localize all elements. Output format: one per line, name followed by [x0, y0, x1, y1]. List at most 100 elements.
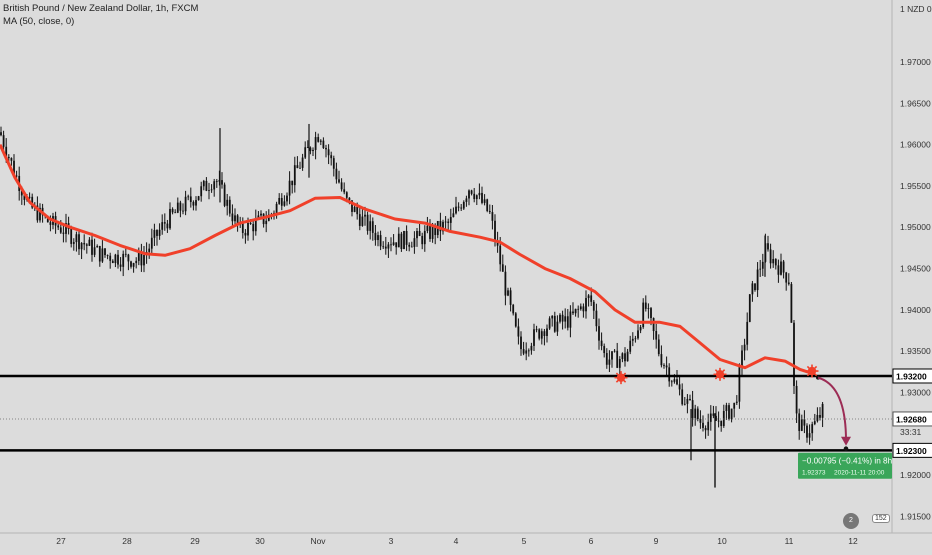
candle-body: [257, 215, 260, 219]
candle-body: [124, 253, 127, 255]
candle-body: [709, 413, 712, 422]
candle-body: [106, 255, 109, 256]
candle-body: [460, 207, 463, 209]
x-tick-label: 27: [56, 536, 66, 546]
axis-unit-label: 1 NZD 0: [900, 4, 932, 14]
candle-body: [717, 420, 720, 422]
candle-body: [777, 265, 780, 275]
candle-body: [182, 210, 184, 212]
candle-body: [548, 318, 551, 329]
candle-body: [538, 329, 541, 339]
candle-body: [639, 327, 642, 331]
candle-body: [616, 350, 619, 368]
candle-body: [782, 261, 785, 273]
candle-body: [530, 345, 533, 351]
candle-body: [634, 338, 637, 340]
candle-body: [36, 205, 39, 221]
notification-badge[interactable]: 152: [872, 514, 890, 523]
candle-body: [338, 179, 340, 183]
candle-body: [600, 340, 603, 347]
candle-body: [23, 195, 26, 200]
candle-body: [543, 331, 546, 336]
candle-body: [335, 168, 338, 180]
candle-body: [213, 181, 216, 190]
candle-body: [345, 192, 348, 198]
signal-marker-ray: [811, 365, 818, 372]
candle-body: [509, 290, 512, 305]
candle-body: [702, 422, 704, 428]
candle-body: [618, 359, 621, 368]
candle-body: [631, 338, 634, 341]
candle-body: [608, 359, 611, 365]
candle-body: [0, 132, 2, 136]
candle-body: [626, 351, 629, 362]
candle-body: [527, 350, 530, 352]
x-tick-label: 28: [122, 536, 132, 546]
candle-body: [301, 157, 304, 168]
candle-body: [374, 232, 377, 241]
candle-body: [665, 365, 668, 368]
candle-body: [741, 350, 743, 367]
candle-body: [104, 248, 106, 256]
candle-body: [642, 302, 645, 328]
candle-body: [613, 350, 616, 352]
candle-body: [735, 401, 738, 403]
candle-body: [442, 221, 444, 232]
candle-body: [501, 264, 504, 272]
candle-body: [561, 314, 564, 322]
candle-body: [397, 233, 400, 248]
y-tick-label: 1.91500: [900, 511, 931, 521]
candle-body: [592, 301, 595, 311]
candle-body: [434, 226, 437, 236]
candle-body: [49, 222, 52, 225]
candle-body: [2, 135, 5, 147]
candle-body: [205, 180, 208, 191]
candle-body: [686, 398, 689, 404]
candle-body: [184, 196, 187, 212]
candle-body: [226, 199, 229, 206]
x-tick-label: 30: [255, 536, 265, 546]
candle-body: [148, 248, 151, 252]
candle-body: [15, 175, 18, 177]
candle-body: [59, 227, 62, 233]
candle-body: [681, 389, 684, 405]
x-tick-label: 12: [848, 536, 858, 546]
candle-body: [382, 246, 385, 248]
candle-body: [582, 306, 585, 312]
candle-body: [751, 283, 754, 295]
candle-body: [322, 140, 325, 148]
current-price-label: 1.92680: [896, 414, 927, 424]
candle-body: [392, 242, 395, 245]
candle-body: [314, 137, 317, 150]
candle-body: [774, 258, 777, 266]
candle-body: [517, 326, 520, 337]
candle-body: [587, 295, 590, 299]
candle-body: [577, 308, 580, 310]
candle-body: [234, 215, 236, 222]
indicator-legend: MA (50, close, 0): [3, 16, 75, 27]
candle-body: [119, 264, 122, 267]
candle-body: [426, 225, 429, 231]
candle-body: [694, 408, 697, 418]
candle-body: [410, 246, 413, 248]
x-tick-label: 4: [454, 536, 459, 546]
level-tag-label: 1.93200: [896, 371, 927, 381]
candle-body: [366, 214, 369, 231]
candle-body: [512, 304, 515, 314]
candle-body: [223, 184, 226, 206]
candle-body: [80, 242, 83, 250]
candle-body: [585, 298, 587, 312]
candle-body: [494, 220, 496, 241]
y-tick-label: 1.96000: [900, 140, 931, 150]
badge-count: 152: [875, 515, 887, 522]
candle-body: [377, 235, 379, 241]
candle-body: [286, 195, 288, 202]
candle-body: [127, 254, 130, 262]
signal-marker-ray: [620, 372, 627, 379]
alerts-icon[interactable]: 2: [843, 513, 859, 529]
candle-body: [730, 408, 733, 419]
candle-body: [265, 220, 268, 225]
candle-body: [772, 258, 775, 264]
